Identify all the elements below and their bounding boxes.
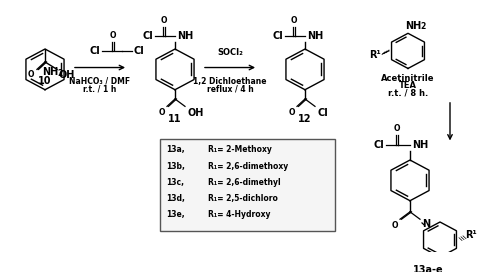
Text: NH: NH [177,31,193,41]
Text: O: O [110,31,116,40]
Text: O: O [288,108,295,117]
Text: R₁= 2,5-dichloro: R₁= 2,5-dichloro [208,194,278,203]
Text: Acetinitrile: Acetinitrile [382,74,435,83]
Text: O: O [158,108,165,117]
Text: R₁= 2,6-dimethyl: R₁= 2,6-dimethyl [208,178,281,187]
Text: O: O [28,70,34,79]
Text: O: O [161,16,167,25]
Text: R¹: R¹ [369,51,381,60]
Text: NaHCO₃ / DMF: NaHCO₃ / DMF [70,77,130,86]
Text: r.t. / 1 h: r.t. / 1 h [84,84,116,93]
Text: OH: OH [59,70,76,80]
Text: N: N [422,219,430,229]
Text: Cl: Cl [90,46,101,56]
Text: 10: 10 [38,76,52,86]
Text: NH: NH [307,31,323,41]
Text: R₁= 2-Methoxy: R₁= 2-Methoxy [208,145,272,154]
Text: R₁= 4-Hydroxy: R₁= 4-Hydroxy [208,210,270,219]
Text: 13b,: 13b, [166,162,185,171]
Text: 13a-e: 13a-e [412,265,444,272]
Text: 13e,: 13e, [166,210,184,219]
Text: Cl: Cl [272,31,283,41]
Text: O: O [392,221,398,230]
Text: 2: 2 [57,69,62,78]
Text: O: O [394,124,400,133]
Text: SOCl₂: SOCl₂ [217,48,243,57]
Text: 13c,: 13c, [166,178,184,187]
Text: TEA: TEA [399,81,417,90]
Text: 11: 11 [168,114,182,124]
Text: 13a,: 13a, [166,145,184,154]
Text: NH: NH [42,67,58,77]
Text: O: O [291,16,297,25]
Text: 12: 12 [298,114,312,124]
Text: R₁= 2,6-dimethoxy: R₁= 2,6-dimethoxy [208,162,288,171]
Text: NH: NH [412,140,428,150]
Text: Cl: Cl [134,46,145,56]
Text: 2: 2 [420,23,425,32]
Polygon shape [160,139,335,231]
Text: Cl: Cl [373,140,384,150]
Text: r.t. / 8 h.: r.t. / 8 h. [388,89,428,98]
Text: Cl: Cl [317,108,328,118]
Text: 1,2 Dichloethane: 1,2 Dichloethane [193,77,267,86]
Text: R¹: R¹ [465,230,477,240]
Text: reflux / 4 h: reflux / 4 h [206,84,254,93]
Text: Cl: Cl [142,31,153,41]
Text: 13d,: 13d, [166,194,185,203]
Text: OH: OH [187,108,204,118]
Text: NH: NH [405,21,421,32]
